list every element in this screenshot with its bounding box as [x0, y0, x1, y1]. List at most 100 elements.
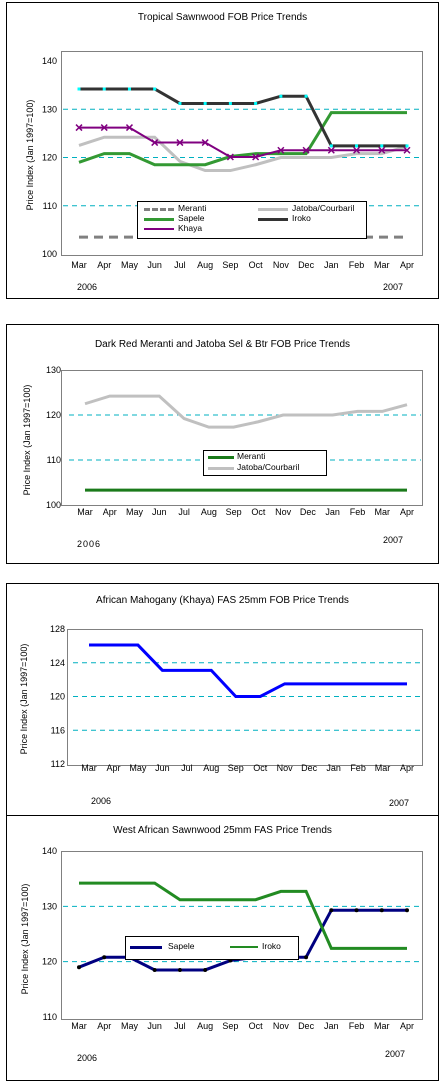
y-axis-label: Price Index (Jan 1997=100) [20, 883, 30, 995]
y-tick-label: 140 [42, 56, 57, 66]
data-point [201, 139, 209, 147]
y-tick-label: 120 [50, 692, 65, 702]
series-line [78, 135, 408, 173]
y-tick-label: 120 [46, 410, 61, 420]
x-tick-label: May [121, 260, 139, 270]
x-tick-label: Jan [325, 507, 340, 517]
y-tick-label: 112 [51, 759, 65, 769]
y-axis-label: Price Index (Jan 1997=100) [25, 99, 35, 211]
x-tick-label: Oct [251, 507, 266, 517]
x-tick-label: Jun [147, 260, 162, 270]
x-tick-label: May [126, 507, 144, 517]
x-tick-label: Sep [222, 260, 238, 270]
x-tick-label: Oct [249, 260, 264, 270]
data-point [127, 87, 131, 91]
x-tick-label: Oct [253, 763, 268, 773]
chart-panel-west-african-sawnwood: West African Sawnwood 25mm FAS Price Tre… [6, 815, 439, 1081]
data-point [405, 144, 409, 148]
x-tick-label: Aug [201, 507, 217, 517]
data-point [304, 94, 308, 98]
plot-area [61, 851, 423, 1020]
y-tick-label: 130 [42, 901, 57, 911]
data-point [75, 124, 83, 132]
legend: Sapele Iroko [125, 936, 299, 960]
y-tick-label: 110 [43, 201, 57, 211]
x-tick-label: Feb [350, 763, 366, 773]
y-tick-label: 128 [50, 624, 65, 634]
legend-label-meranti: Meranti [178, 203, 207, 213]
year-start-label: 2006 [77, 282, 98, 292]
x-tick-label: Apr [400, 763, 414, 773]
x-tick-label: Mar [374, 260, 390, 270]
legend-label-jatoba: Jatoba/Courbaril [292, 203, 355, 213]
data-point [252, 153, 260, 161]
legend-swatch-sapele [130, 946, 162, 949]
year-end-label: 2007 [385, 1049, 406, 1059]
legend-swatch-jatoba [258, 208, 288, 211]
data-point [178, 101, 182, 105]
series-line [79, 87, 407, 148]
x-tick-label: May [129, 763, 147, 773]
x-tick-label: Oct [249, 1021, 264, 1031]
data-point [100, 124, 108, 132]
x-tick-label: Jul [174, 260, 186, 270]
y-tick-label: 100 [42, 249, 57, 259]
y-tick-label: 140 [42, 846, 57, 856]
legend-label-sapele: Sapele [168, 941, 195, 951]
x-tick-label: Dec [301, 763, 318, 773]
data-point [378, 146, 386, 154]
x-tick-label: Jun [152, 507, 167, 517]
legend-label-sapele: Sapele [178, 213, 205, 223]
x-tick-label: Feb [349, 1021, 365, 1031]
chart-title: Tropical Sawnwood FOB Price Trends [137, 12, 308, 23]
x-tick-label: Jan [324, 1021, 339, 1031]
x-tick-label: Apr [97, 1021, 111, 1031]
legend: Meranti Jatoba/Courbaril [203, 450, 327, 476]
x-tick-label: Nov [273, 260, 290, 270]
data-point [152, 967, 157, 972]
x-tick-label: Aug [197, 260, 213, 270]
legend-swatch-sapele [144, 218, 174, 221]
x-tick-label: Jan [326, 763, 341, 773]
legend-swatch-jatoba [208, 467, 234, 470]
x-tick-label: Feb [350, 507, 366, 517]
chart-svg-meranti-jatoba: 100 110 120 130 Mar Apr May Jun Jul Aug Sep Oct Nov D… [46, 365, 421, 517]
x-tick-label: Apr [106, 763, 120, 773]
chart-panel-tropical-sawnwood: Tropical Sawnwood FOB Price Trends 100 11… [6, 2, 439, 299]
x-tick-label: May [121, 1021, 139, 1031]
data-point [176, 139, 184, 147]
year-start-label: 2006 [77, 539, 102, 549]
year-end-label: 2007 [383, 535, 404, 545]
x-tick-label: Feb [349, 260, 365, 270]
x-tick-label: Mar [374, 507, 390, 517]
chart-svg-tropical-sawnwood: 100 110 120 130 140 Mar Apr May Jun Jul Aug Sep Oct N… [42, 56, 421, 270]
y-tick-label: 116 [51, 725, 65, 735]
series-line [84, 394, 408, 429]
data-point [353, 146, 361, 154]
data-point [329, 908, 334, 913]
x-tick-label: Apr [400, 1021, 414, 1031]
x-tick-label: Dec [298, 260, 315, 270]
data-point [355, 144, 359, 148]
y-tick-label: 124 [50, 658, 65, 668]
legend-swatch-iroko [230, 946, 258, 948]
chart-title: African Mahogany (Khaya) FAS 25mm FOB Pr… [96, 595, 349, 606]
x-tick-label: Aug [203, 763, 219, 773]
x-tick-label: Jun [147, 1021, 162, 1031]
y-axis-label: Price Index (Jan 1997=100) [22, 384, 32, 496]
x-tick-label: Sep [226, 507, 242, 517]
x-tick-label: Jul [174, 1021, 186, 1031]
chart-svg-african-mahogany: 112 116 120 124 128 Mar Apr May Jun Jul Aug Sep Oct N… [50, 624, 421, 773]
data-point [77, 87, 81, 91]
year-end-label: 2007 [383, 282, 404, 292]
data-point [125, 124, 133, 132]
data-point [151, 139, 159, 147]
series-line [89, 643, 407, 698]
x-tick-label: Apr [400, 507, 414, 517]
x-tick-label: Aug [197, 1021, 213, 1031]
x-tick-label: Mar [71, 1021, 87, 1031]
x-tick-label: Nov [275, 507, 292, 517]
data-point [302, 146, 310, 154]
data-point [327, 146, 335, 154]
y-tick-label: 120 [42, 153, 57, 163]
